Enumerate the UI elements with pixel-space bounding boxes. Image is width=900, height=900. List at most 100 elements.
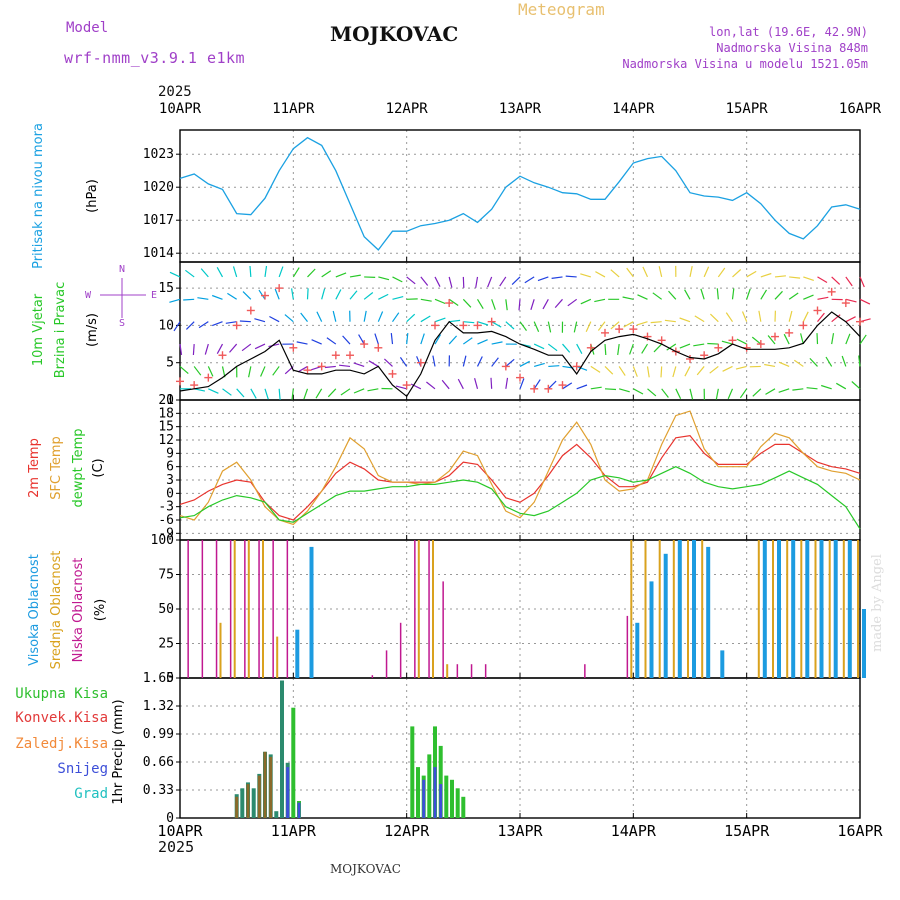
wind-arrow: [204, 343, 209, 355]
wind-arrow: [476, 356, 483, 367]
wind-arrow: [817, 296, 829, 300]
wind-arrow: [216, 267, 224, 278]
wind-arrow: [169, 298, 181, 303]
wind-arrow: [537, 276, 549, 282]
wind-arrow: [392, 276, 403, 283]
wind-arrow: [802, 311, 809, 322]
y-tick-label: 0: [166, 671, 174, 686]
wind-arrow: [342, 335, 351, 345]
cloud-bar-0: [847, 540, 852, 678]
wind-arrow: [709, 313, 719, 323]
wind-arrow: [707, 342, 719, 345]
wind-arrow: [666, 343, 677, 351]
wind-arrow: [284, 314, 294, 323]
precip-bar-0: [251, 788, 256, 818]
wind-arrow: [760, 289, 768, 300]
y-tick-label: 1014: [143, 246, 174, 261]
wind-arrow: [694, 315, 705, 323]
cloud-ylabel-1: Srednja Oblacnost: [49, 551, 64, 670]
wind-arrow: [845, 333, 851, 345]
y-tick-label: 1.32: [143, 699, 174, 714]
wind-arrow: [173, 321, 181, 332]
precip-bar-3: [422, 779, 426, 818]
cloud-ylabel-3: (%): [93, 599, 108, 622]
wind-arrow: [335, 272, 347, 278]
wind-arrow: [193, 366, 202, 376]
wind-arrow: [727, 388, 734, 400]
precip-bar-0: [427, 754, 432, 818]
wind-arrow: [622, 296, 634, 300]
wind-arrow: [392, 296, 404, 300]
cloud-bar-2: [201, 540, 204, 678]
wind-arrow: [307, 268, 316, 278]
wind-arrow: [831, 333, 835, 345]
wind-arrow: [542, 299, 549, 310]
cloud-bar-1: [786, 540, 789, 678]
wind-arrow: [664, 319, 676, 323]
wind-arrow: [716, 288, 719, 300]
wind-arrow: [321, 288, 326, 300]
wind-arrow: [434, 334, 442, 345]
wind-arrow: [367, 388, 379, 392]
wind-arrow: [817, 276, 828, 284]
wind-arrow: [778, 388, 790, 393]
wind-arrow: [208, 388, 219, 394]
wind-arrow: [335, 289, 342, 300]
wind-arrow: [490, 377, 493, 389]
cloud-bar-1: [842, 540, 845, 678]
wind-arrow: [474, 378, 479, 389]
wind-arrow: [332, 310, 337, 322]
cloud-bar-0: [649, 581, 654, 678]
wind-arrow: [258, 289, 266, 300]
cloud-bar-1: [276, 636, 279, 678]
temp-ylabel-1: SFC Temp: [49, 436, 64, 500]
wind-arrow: [547, 321, 552, 333]
wind-arrow: [349, 274, 361, 278]
wind-arrow: [340, 388, 351, 396]
y-tick-label: 0: [166, 811, 174, 826]
wind-arrow: [626, 267, 634, 278]
wind-arrow: [675, 388, 682, 399]
wind-arrow: [661, 388, 669, 398]
cloud-bar-2: [371, 675, 374, 678]
pressure-unit: (hPa): [85, 179, 100, 213]
cloud-bar-1: [233, 540, 236, 678]
y-tick-label: 15: [158, 420, 174, 435]
wind-arrow: [746, 270, 757, 278]
lonlat-label: lon,lat (19.6E, 42.9N): [709, 25, 868, 39]
wind-arrow: [789, 276, 801, 279]
wind-arrow: [491, 321, 502, 328]
temp-series-line-1: [179, 410, 861, 526]
y-tick-label: 0.99: [143, 727, 174, 742]
wind-arrow: [803, 276, 814, 281]
wind-speed-line: [179, 311, 861, 398]
wind-arrow: [519, 378, 525, 390]
wind-arrow: [684, 366, 691, 377]
wind-arrow: [590, 386, 602, 390]
precip-legend-4: Grad: [74, 786, 108, 802]
wind-arrow: [524, 276, 535, 284]
wind-arrow: [441, 379, 450, 390]
cloud-bar-2: [272, 540, 274, 678]
wind-arrow: [232, 266, 238, 278]
bottom-day-label: 13APR: [497, 822, 543, 840]
wind-arrow: [736, 338, 747, 345]
wind-arrow: [778, 361, 790, 367]
wind-arrow: [239, 320, 251, 323]
wind-arrow: [731, 288, 735, 300]
wind-arrow: [406, 313, 416, 323]
cloud-bar-1: [857, 540, 859, 678]
wind-arrow: [268, 343, 280, 348]
y-tick-label: 1023: [143, 147, 174, 162]
wind-arrow: [831, 314, 841, 323]
wind-arrow: [585, 321, 592, 332]
precip-bar-3: [439, 784, 443, 818]
cloud-bar-2: [399, 622, 402, 678]
cloud-bar-1: [701, 540, 704, 678]
wind-arrow: [491, 357, 499, 367]
wind-arrow: [660, 366, 663, 378]
wind-arrow: [633, 388, 644, 395]
bottom-day-label: 10APR: [157, 822, 203, 840]
wind-arrow: [567, 298, 578, 307]
wind-arrow: [858, 355, 861, 367]
